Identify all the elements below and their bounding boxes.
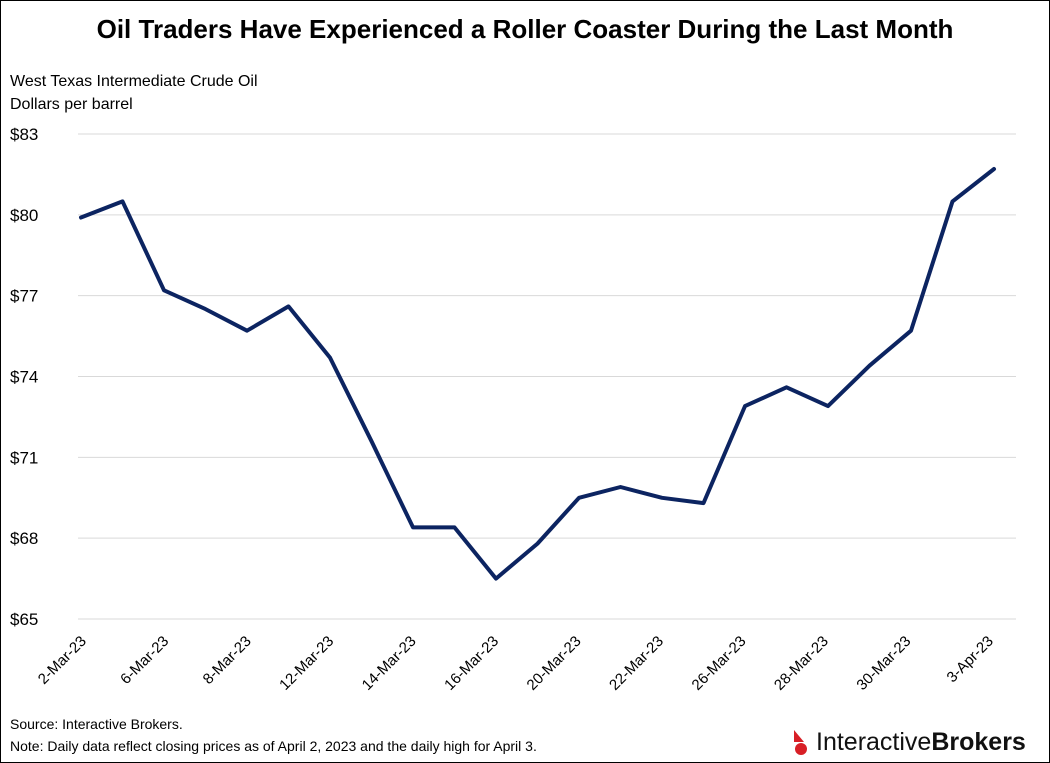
x-tick-label: 8-Mar-23: [200, 633, 255, 688]
y-tick-label: $65: [10, 610, 38, 629]
y-axis-ticks: $65 $68 $71 $74 $77 $80 $83: [10, 125, 38, 629]
y-tick-label: $71: [10, 448, 38, 467]
source-note: Source: Interactive Brokers.: [10, 716, 183, 732]
x-tick-label: 26-Mar-23: [689, 633, 750, 694]
x-tick-label: 30-Mar-23: [853, 633, 914, 694]
interactive-brokers-logo: Interactive Brokers: [790, 727, 1026, 757]
x-tick-label: 22-Mar-23: [606, 633, 667, 694]
x-tick-label: 14-Mar-23: [359, 633, 420, 694]
chart-subtitle: West Texas Intermediate Crude Oil: [10, 73, 258, 90]
logo-text-interactive: Interactive: [816, 727, 932, 756]
x-tick-label: 2-Mar-23: [35, 633, 90, 688]
y-tick-label: $77: [10, 287, 38, 306]
chart-title: Oil Traders Have Experienced a Roller Co…: [96, 14, 954, 44]
y-tick-label: $74: [10, 368, 38, 387]
x-tick-label: 12-Mar-23: [276, 633, 337, 694]
logo-text-brokers: Brokers: [931, 727, 1026, 756]
gridlines: [78, 133, 1016, 620]
footnote: Note: Daily data reflect closing prices …: [10, 738, 537, 754]
x-axis-ticks: 2-Mar-23 6-Mar-23 8-Mar-23 12-Mar-23 14-Mar-…: [35, 633, 997, 694]
x-tick-label: 16-Mar-23: [441, 633, 502, 694]
x-tick-label: 20-Mar-23: [524, 633, 585, 694]
y-tick-label: $68: [10, 529, 38, 548]
y-axis-unit-label: Dollars per barrel: [10, 96, 133, 113]
interactive-brokers-logo-icon: [790, 730, 812, 756]
series-layer: [79, 167, 996, 581]
x-tick-label: 28-Mar-23: [771, 633, 832, 694]
y-tick-label: $83: [10, 125, 38, 144]
y-tick-label: $80: [10, 206, 38, 225]
x-tick-label: 3-Apr-23: [944, 633, 997, 686]
x-tick-label: 6-Mar-23: [117, 633, 172, 688]
series-line-wti: [79, 167, 996, 581]
